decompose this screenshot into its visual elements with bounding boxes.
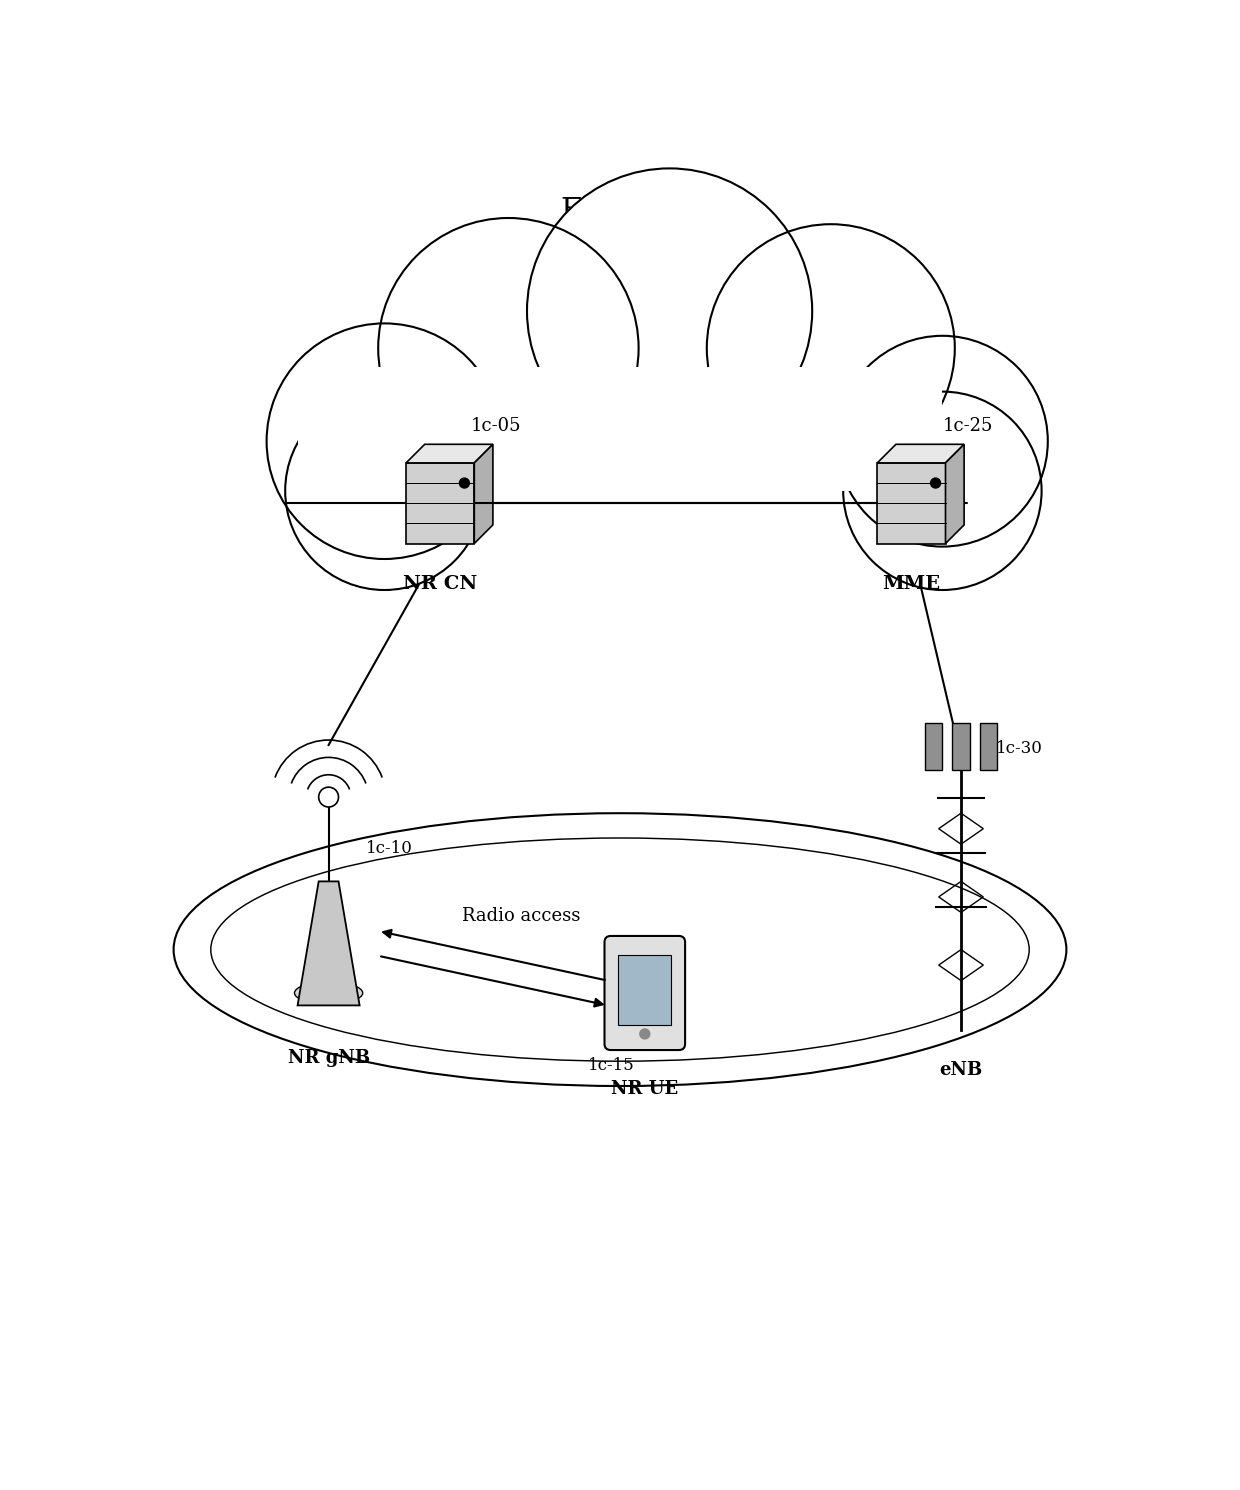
Circle shape — [527, 168, 812, 453]
Text: 1c-15: 1c-15 — [588, 1058, 635, 1074]
Polygon shape — [298, 882, 360, 1006]
Text: FIG. 1C: FIG. 1C — [560, 197, 680, 228]
Text: NR UE: NR UE — [611, 1080, 678, 1098]
Circle shape — [843, 392, 1042, 590]
Circle shape — [267, 323, 502, 559]
Bar — [878, 463, 946, 544]
Bar — [980, 723, 997, 770]
Text: NR gNB: NR gNB — [288, 1049, 370, 1067]
FancyBboxPatch shape — [605, 936, 684, 1050]
Bar — [925, 723, 942, 770]
Circle shape — [930, 478, 940, 489]
Circle shape — [378, 218, 639, 478]
Circle shape — [285, 392, 484, 590]
Text: MME: MME — [883, 575, 940, 593]
Circle shape — [319, 787, 339, 808]
Text: Radio access: Radio access — [461, 907, 580, 925]
Circle shape — [640, 1030, 650, 1039]
Bar — [952, 723, 970, 770]
Text: eNB: eNB — [940, 1061, 982, 1079]
Circle shape — [837, 335, 1048, 547]
Polygon shape — [945, 444, 965, 544]
Polygon shape — [878, 444, 965, 463]
Text: 1c-05: 1c-05 — [471, 417, 522, 435]
Ellipse shape — [295, 982, 363, 1004]
Bar — [618, 955, 672, 1025]
FancyBboxPatch shape — [285, 429, 955, 541]
Text: 1c-25: 1c-25 — [942, 417, 993, 435]
FancyBboxPatch shape — [298, 367, 942, 490]
Polygon shape — [405, 444, 494, 463]
Text: 1c-30: 1c-30 — [996, 741, 1043, 757]
Polygon shape — [474, 444, 494, 544]
Text: NR CN: NR CN — [403, 575, 477, 593]
Circle shape — [707, 224, 955, 472]
Circle shape — [459, 478, 469, 489]
Bar — [405, 463, 474, 544]
Text: 1c-10: 1c-10 — [366, 839, 413, 857]
